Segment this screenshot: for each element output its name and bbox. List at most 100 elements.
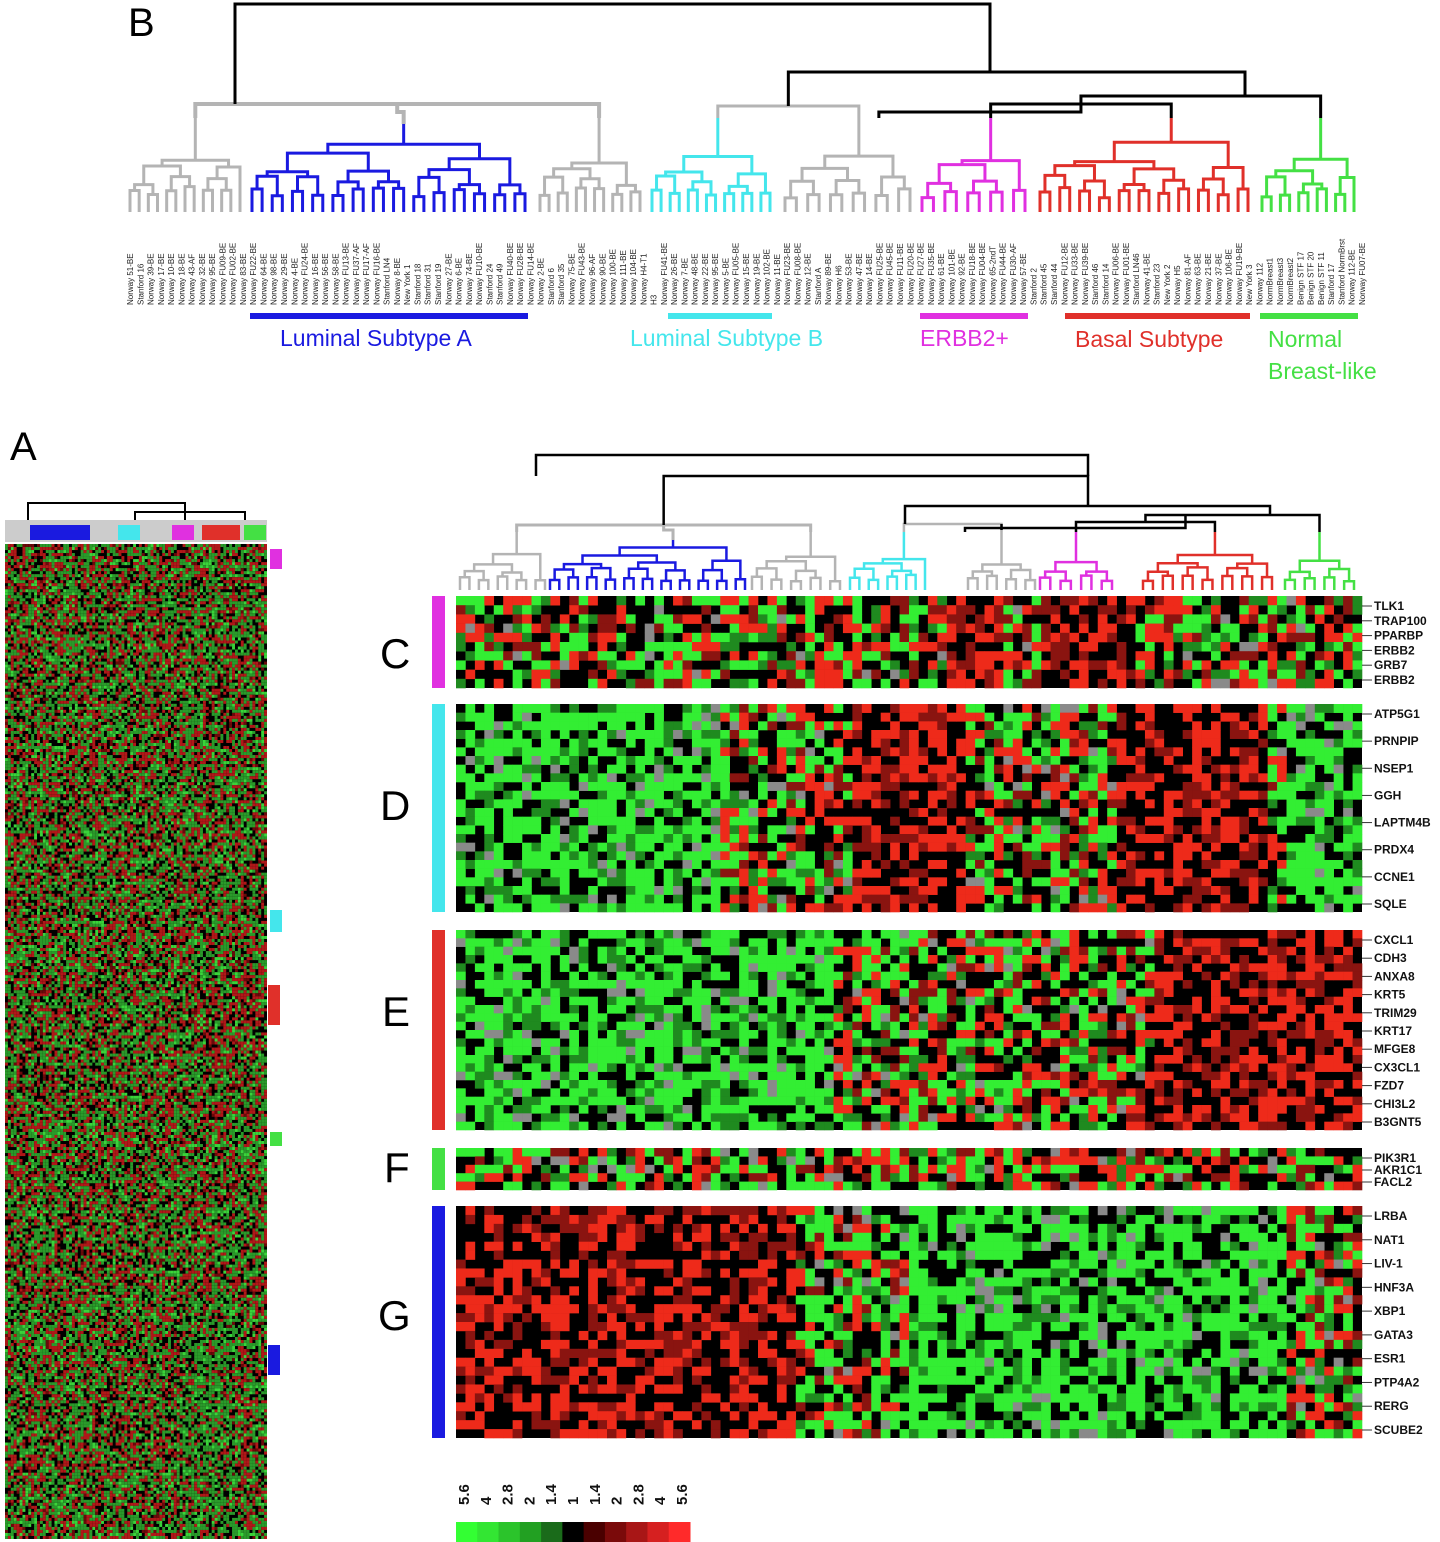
sample-label: NormBreast1 xyxy=(1266,257,1275,305)
heatmap-cluster-e xyxy=(432,930,1363,1131)
sample-label: Norway H5 xyxy=(1173,265,1182,305)
sample-label: Norway 29-BE xyxy=(280,253,289,305)
scale-label: 1 xyxy=(565,1497,582,1505)
gene-label: CHI3L2 xyxy=(1374,1097,1416,1111)
dendrogram-panel-a xyxy=(5,502,267,542)
subtype-bar xyxy=(668,313,772,319)
sample-label: Norway 41-BE xyxy=(1142,253,1151,305)
sample-label: Stanford 2 xyxy=(1029,268,1038,305)
gene-label: TRIM29 xyxy=(1374,1006,1417,1020)
sample-label: Norway FU02-BE xyxy=(229,243,238,305)
sample-label: Norway 95-BE xyxy=(711,253,720,305)
heatmap-panel-a xyxy=(5,544,267,1539)
sample-label: Norway 39-BE xyxy=(147,253,156,305)
sample-label: Benign STF 20 xyxy=(1307,251,1316,305)
scale-label: 4 xyxy=(478,1496,495,1505)
sample-label: Norway FU23-BE xyxy=(783,243,792,305)
sample-label: Norway FU10-BE xyxy=(475,243,484,305)
cluster-markers-panel-a xyxy=(268,549,282,1375)
sample-label: Norway FU43-BE xyxy=(578,243,587,305)
scale-swatch xyxy=(562,1522,585,1542)
cluster-side-bar xyxy=(432,1148,445,1190)
sample-label: Norway FU14-BE xyxy=(526,243,535,305)
sample-label: Norway 74-BE xyxy=(465,253,474,305)
heatmap-cluster-f xyxy=(432,1148,1363,1191)
sample-label: Norway FU20-BE xyxy=(906,243,915,305)
sample-label: Stanford 45 xyxy=(1040,263,1049,305)
panel-letter-e: E xyxy=(382,988,410,1035)
gene-label: TLK1 xyxy=(1374,599,1404,613)
scale-label: 2 xyxy=(609,1497,626,1505)
sample-label: Norway FU40-BE xyxy=(506,243,515,305)
subtype-label: Luminal Subtype A xyxy=(280,325,472,351)
sample-label: Norway 6-BE xyxy=(455,258,464,305)
sample-label: Stanford 18 xyxy=(413,263,422,305)
panel-letter-b: B xyxy=(128,1,155,45)
gene-label: AKR1C1 xyxy=(1374,1163,1422,1177)
scale-swatch xyxy=(647,1522,670,1542)
sample-label: Norway 21-BE xyxy=(1204,253,1213,305)
cluster-marker xyxy=(270,1132,282,1146)
sample-label: Norway 111-BE xyxy=(619,250,628,305)
scale-label: 5.6 xyxy=(674,1484,691,1505)
panel-letter-g: G xyxy=(378,1292,411,1339)
sample-label: Norway 57-BE xyxy=(1019,253,1028,305)
gene-label: ATP5G1 xyxy=(1374,707,1420,721)
scale-label: 2 xyxy=(521,1497,538,1505)
sample-label: Norway FU04-BE xyxy=(978,243,987,305)
sample-label: Stanford 49 xyxy=(496,263,505,305)
sample-label: Norway 101-BE xyxy=(947,249,956,305)
sample-label: Benign STF 11 xyxy=(1317,252,1326,305)
sample-label: Norway FU27-BE xyxy=(917,243,926,305)
gene-label: ESR1 xyxy=(1374,1352,1406,1366)
subtype-label: Normal xyxy=(1268,326,1342,352)
dendrogram-panel-b xyxy=(128,2,1356,212)
scale-label: 4 xyxy=(652,1496,669,1505)
sample-label: Norway FU17-AF xyxy=(362,243,371,305)
scale-swatch xyxy=(456,1522,478,1542)
sample-label: Norway FU16-BE xyxy=(372,243,381,305)
sample-label: NormBreast2 xyxy=(1286,257,1295,305)
scale-label: 1.4 xyxy=(543,1483,560,1505)
gene-label: CCNE1 xyxy=(1374,870,1415,884)
cluster-side-bar xyxy=(432,1206,445,1438)
sample-label: Stanford A xyxy=(814,267,823,305)
cluster-marker xyxy=(270,910,282,932)
gene-label: PRNPIP xyxy=(1374,734,1419,748)
sample-label: Norway 26-BE xyxy=(670,253,679,305)
sample-label: Stanford 23 xyxy=(1153,263,1162,305)
sample-label: Norway 27-BE xyxy=(444,253,453,305)
sample-label: New York 2 xyxy=(1163,264,1172,305)
gene-label: ERBB2 xyxy=(1374,643,1415,657)
gene-label: B3GNT5 xyxy=(1374,1115,1422,1129)
gene-label: NAT1 xyxy=(1374,1233,1405,1247)
gene-label: PIK3R1 xyxy=(1374,1151,1416,1165)
gene-label: SQLE xyxy=(1374,897,1407,911)
sample-label: Norway FU18-BE xyxy=(968,243,977,305)
sample-label: Norway FU22-BE xyxy=(249,243,258,305)
sample-label: Norway FU28-BE xyxy=(516,243,525,305)
sample-label: Norway FU44-BE xyxy=(999,243,1008,305)
sample-label: Stanford 24 xyxy=(485,263,494,305)
gene-label: PRDX4 xyxy=(1374,843,1414,857)
sample-label: Norway 96-AF xyxy=(588,254,597,305)
sample-label: Norway FU12-BE xyxy=(1060,243,1069,305)
sample-label: Stanford LN4 xyxy=(383,257,392,305)
sample-label: Norway 18-BE xyxy=(177,253,186,305)
gene-label: LAPTM4B xyxy=(1374,816,1431,830)
sample-label: Norway FU30-AF xyxy=(1009,243,1018,305)
scale-swatch xyxy=(583,1522,606,1542)
cluster-side-bar xyxy=(432,704,445,912)
cluster-side-bar xyxy=(432,596,445,688)
gene-label: CDH3 xyxy=(1374,951,1407,965)
sample-label: Norway FU41-BE xyxy=(660,243,669,305)
cluster-marker xyxy=(268,985,280,1025)
gene-label-list: TLK1TRAP100PPARBPERBB2GRB7ERBB2ATP5G1PRN… xyxy=(1362,599,1431,1437)
scale-swatch xyxy=(604,1522,627,1542)
sample-label: NormBreast3 xyxy=(1276,257,1285,305)
sample-label: Stanford 16 xyxy=(136,263,145,305)
gene-label: SCUBE2 xyxy=(1374,1423,1423,1437)
sample-label: New York 3 xyxy=(1245,264,1254,305)
gene-label: HNF3A xyxy=(1374,1280,1414,1294)
